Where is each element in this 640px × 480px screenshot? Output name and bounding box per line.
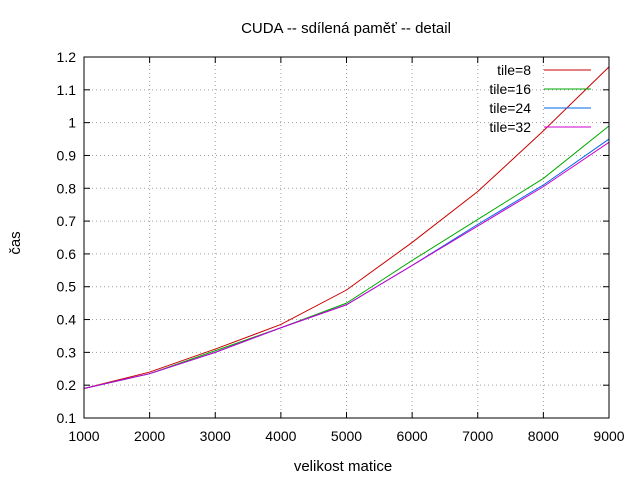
series-line-tile-32 xyxy=(83,141,610,389)
x-tick-label: 6000 xyxy=(397,428,428,444)
y-tick-label: 0.8 xyxy=(57,180,77,196)
x-tick-label: 7000 xyxy=(462,428,493,444)
series-line-tile-16 xyxy=(83,125,610,389)
legend-label: tile=24 xyxy=(489,100,531,116)
y-tick-label: 1 xyxy=(68,115,76,131)
x-tick-label: 3000 xyxy=(200,428,231,444)
y-tick-label: 1.1 xyxy=(57,82,77,98)
legend-label: tile=8 xyxy=(497,62,531,78)
y-tick-label: 0.4 xyxy=(57,312,77,328)
x-tick-label: 9000 xyxy=(593,428,624,444)
legend: tile=8 tile=16 tile=24 tile=32 xyxy=(489,62,591,135)
x-tick-label: 1000 xyxy=(68,428,99,444)
y-tick-label: 0.2 xyxy=(57,377,77,393)
series-line-tile-8 xyxy=(83,66,610,389)
y-tick-label: 0.7 xyxy=(57,213,77,229)
grid xyxy=(84,57,609,418)
x-tick-label: 4000 xyxy=(265,428,296,444)
x-tick-label: 5000 xyxy=(331,428,362,444)
y-tick-label: 1.2 xyxy=(57,49,77,65)
y-tick-label: 0.3 xyxy=(57,344,77,360)
chart-title: CUDA -- sdílená paměť -- detail xyxy=(241,20,451,37)
y-tick-label: 0.5 xyxy=(57,279,77,295)
y-tick-label: 0.9 xyxy=(57,147,77,163)
y-axis-label: čas xyxy=(7,231,24,254)
x-tick-label: 8000 xyxy=(528,428,559,444)
series-line-tile-24 xyxy=(83,138,610,389)
series-lines xyxy=(83,66,610,389)
x-tick-label: 2000 xyxy=(134,428,165,444)
y-tick-label: 0.6 xyxy=(57,246,77,262)
legend-label: tile=32 xyxy=(489,119,531,135)
axis-ticks: 1000 2000 3000 4000 5000 6000 7000 8000 9000 0.1 0… xyxy=(57,49,625,444)
y-tick-label: 0.1 xyxy=(57,410,77,426)
legend-label: tile=16 xyxy=(489,81,531,97)
x-axis-label: velikost matice xyxy=(294,458,392,475)
